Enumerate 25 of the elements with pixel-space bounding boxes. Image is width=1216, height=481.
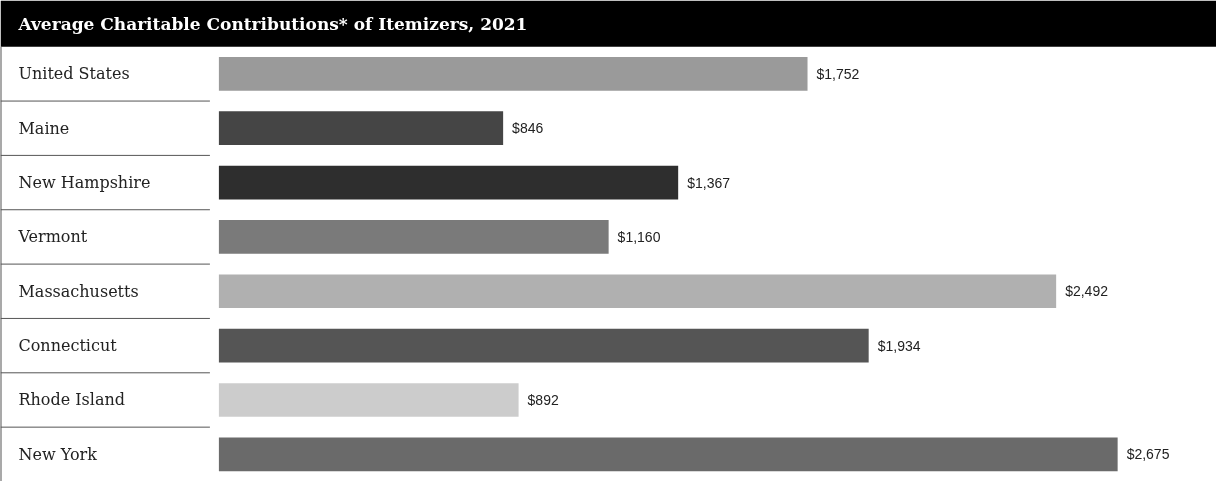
y-tick-label: Massachusetts xyxy=(18,281,139,301)
data-label: $1,752 xyxy=(816,65,860,82)
bar xyxy=(218,328,869,363)
y-tick-label: Maine xyxy=(18,118,70,138)
y-tick-label: Connecticut xyxy=(18,336,118,356)
data-label: $1,160 xyxy=(617,228,661,245)
bar xyxy=(218,165,679,200)
bar xyxy=(218,111,504,146)
bar xyxy=(218,220,609,254)
data-label: $1,367 xyxy=(687,174,731,191)
y-tick-label: New York xyxy=(18,444,98,464)
y-tick-label: Vermont xyxy=(17,227,88,247)
data-label: $2,675 xyxy=(1126,446,1170,463)
bar xyxy=(218,383,519,417)
data-label: $2,492 xyxy=(1065,283,1109,300)
chart-title: Average Charitable Contributions* of Itemizers, 2021 xyxy=(17,13,528,34)
y-tick-label: New Hampshire xyxy=(18,173,151,193)
data-label: $1,934 xyxy=(877,337,921,354)
bar xyxy=(218,437,1118,472)
y-tick-label: United States xyxy=(18,64,130,84)
bar xyxy=(218,274,1057,309)
data-label: $892 xyxy=(527,391,559,408)
bar xyxy=(218,57,808,91)
y-tick-label: Rhode Island xyxy=(18,390,125,410)
data-label: $846 xyxy=(512,120,544,137)
